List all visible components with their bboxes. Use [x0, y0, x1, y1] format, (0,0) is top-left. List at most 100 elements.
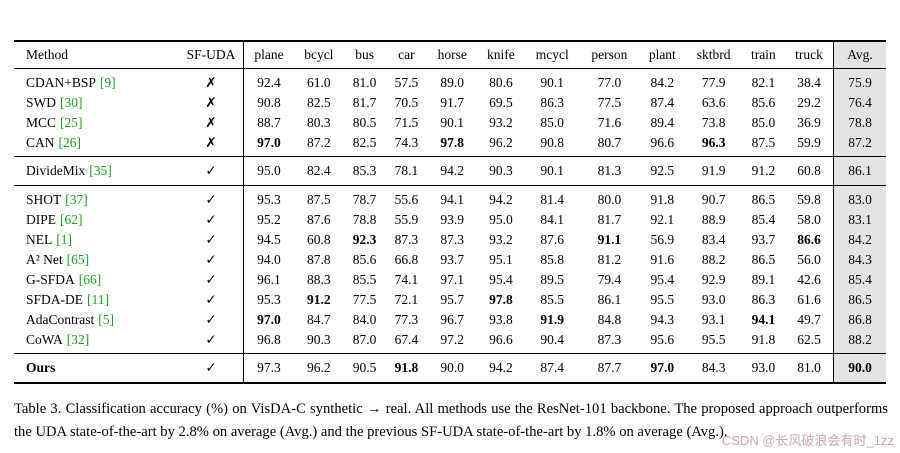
citation-link[interactable]: [66]	[78, 271, 102, 287]
value-cell: 80.0	[597, 191, 622, 207]
value-cell: 90.1	[540, 75, 565, 90]
value-cell: 69.5	[489, 95, 513, 111]
value-cell: 93.9	[440, 211, 465, 227]
citation-link[interactable]: [26]	[58, 135, 82, 151]
value-cell: 29.2	[797, 95, 821, 111]
check-icon: ✓	[205, 211, 217, 227]
method-name: NEL	[26, 231, 53, 247]
value-cell: 96.1	[242, 269, 294, 290]
value-cell: 91.7	[440, 95, 465, 111]
citation-link[interactable]: [37]	[65, 191, 88, 207]
table-section-3: SHOT [37] ✓ 95.3 87.5 78.7 55.6 94.1 94.2 81.4 80.…	[14, 185, 886, 354]
column-header-horse: horse	[427, 41, 478, 69]
value-cell: 84.8	[597, 312, 622, 328]
value-cell: 90.7	[701, 191, 726, 207]
value-cell: 81.7	[352, 95, 377, 111]
value-cell: 77.3	[394, 312, 419, 328]
value-cell: 86.6	[797, 231, 821, 247]
method-cell: SHOT [37]	[14, 185, 179, 209]
value-cell: 36.9	[797, 115, 821, 131]
column-header-mcycl: mcycl	[524, 41, 580, 69]
value-cell: 92.1	[650, 211, 675, 227]
value-cell: 77.5	[352, 292, 377, 308]
method-cell: SWD [30]	[14, 93, 179, 113]
method-cell: CoWA [32]	[14, 330, 179, 354]
column-header-train: train	[741, 41, 786, 69]
value-cell: 84.1	[540, 211, 565, 227]
results-table-container: Method SF-UDA plane bcycl bus car horse knife mc…	[14, 40, 886, 384]
citation-link[interactable]: [25]	[60, 115, 83, 131]
value-cell: 87.7	[597, 360, 622, 376]
method-cell: DivideMix [35]	[14, 157, 179, 185]
value-cell: 87.6	[540, 231, 565, 247]
value-cell: 95.4	[650, 271, 675, 287]
value-cell: 94.2	[489, 360, 513, 376]
value-cell: 97.0	[242, 132, 294, 157]
value-cell: 92.9	[701, 271, 726, 287]
column-header-sktbrd: sktbrd	[685, 41, 742, 69]
method-name: DIPE	[26, 211, 56, 227]
value-cell: 80.7	[597, 135, 622, 151]
cross-icon: ✗	[205, 75, 217, 90]
avg-value-cell: 76.4	[833, 92, 886, 113]
value-cell: 91.1	[597, 231, 622, 247]
avg-value-cell: 84.3	[833, 249, 886, 270]
citation-link[interactable]: [35]	[89, 163, 112, 179]
value-cell: 81.0	[797, 360, 821, 376]
value-cell: 94.0	[242, 249, 294, 270]
column-header-plane: plane	[242, 41, 294, 69]
value-cell: 81.2	[597, 251, 622, 267]
check-icon: ✓	[205, 332, 217, 348]
citation-link[interactable]: [11]	[87, 292, 110, 308]
value-cell: 85.0	[751, 115, 776, 131]
value-cell: 61.6	[797, 292, 821, 308]
citation-link[interactable]: [1]	[56, 231, 72, 247]
check-icon: ✓	[205, 231, 217, 247]
value-cell: 87.5	[751, 135, 776, 151]
value-cell: 82.5	[352, 135, 377, 151]
citation-link[interactable]: [30]	[60, 95, 83, 111]
value-cell: 85.5	[352, 271, 377, 287]
value-cell: 97.3	[242, 353, 294, 383]
citation-link[interactable]: [62]	[60, 211, 83, 227]
value-cell: 95.3	[242, 289, 294, 310]
table-row: SWD [30] ✗ 90.8 82.5 81.7 70.5 91.7 69.5 86.3 77.5…	[14, 92, 886, 113]
method-cell: MCC [25]	[14, 113, 179, 133]
value-cell: 91.8	[394, 360, 419, 376]
value-cell: 88.2	[701, 251, 726, 267]
value-cell: 89.1	[751, 271, 776, 287]
value-cell: 94.3	[650, 312, 675, 328]
avg-value-cell: 78.8	[833, 112, 886, 133]
value-cell: 82.4	[307, 163, 331, 179]
table-section-4: Ours ✓ 97.3 96.2 90.5 91.8 90.0 94.2 87.4 87.7 97.…	[14, 353, 886, 383]
value-cell: 85.8	[540, 251, 565, 267]
value-cell: 89.4	[650, 115, 675, 131]
avg-value-cell: 90.0	[833, 353, 886, 383]
citation-link[interactable]: [9]	[99, 75, 116, 90]
value-cell: 66.8	[394, 251, 419, 267]
column-header-method: Method	[14, 41, 179, 69]
value-cell: 85.4	[751, 211, 776, 227]
table-row: G-SFDA [66] ✓ 96.1 88.3 85.5 74.1 97.1 95.4 89.5 7…	[14, 269, 886, 290]
citation-link[interactable]: [5]	[98, 312, 114, 328]
value-cell: 60.8	[307, 231, 331, 247]
check-icon: ✓	[205, 271, 217, 287]
citation-link[interactable]: [32]	[66, 332, 90, 348]
citation-link[interactable]: [65]	[66, 251, 90, 267]
avg-value-cell: 86.5	[833, 289, 886, 310]
value-cell: 81.0	[352, 75, 377, 90]
table-row: AdaContrast [5] ✓ 97.0 84.7 84.0 77.3 96.7 93.8 9…	[14, 309, 886, 330]
value-cell: 91.2	[307, 292, 331, 308]
method-name: CDAN+BSP	[26, 75, 96, 90]
value-cell: 61.0	[307, 75, 331, 90]
value-cell: 90.8	[540, 135, 565, 151]
value-cell: 87.8	[307, 251, 331, 267]
value-cell: 82.5	[307, 95, 331, 111]
check-icon: ✓	[205, 251, 217, 267]
table-row: CDAN+BSP [9] ✗ 92.4 61.0 81.0 57.5 89.0 80.6 90.1…	[14, 68, 886, 93]
value-cell: 90.4	[540, 332, 565, 348]
value-cell: 90.3	[307, 332, 331, 348]
method-cell: G-SFDA [66]	[14, 269, 179, 289]
method-cell: SFDA-DE [11]	[14, 290, 179, 310]
value-cell: 88.7	[242, 112, 294, 133]
